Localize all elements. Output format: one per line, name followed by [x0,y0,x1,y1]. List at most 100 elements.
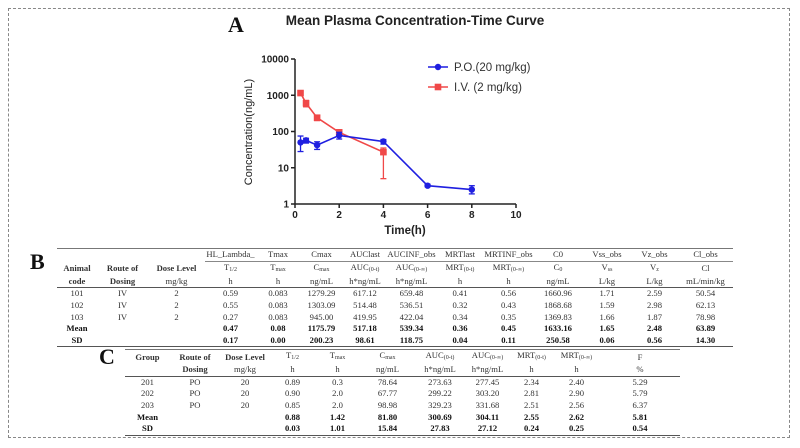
table-cell: 2.48 [646,323,663,334]
header-cell: L/kg [583,275,631,289]
table-row: 203 PO 20 0.85 2.0 98.98 329.23 331.68 2.51 2.56 6… [125,400,680,412]
table-cell: 0.3 [332,376,343,387]
table-cell: 0.56 [631,334,678,348]
table-cell: 20 [240,388,250,399]
data-point [297,139,304,146]
header-cell: MRTINF_obs [484,248,533,262]
table-cell: 102 [70,300,84,311]
header-cell: Dosing [97,275,148,289]
table-cell: 1279.29 [307,288,336,299]
header-cell: AUC(0-t) [343,261,387,276]
header-cell: Route of [170,349,220,364]
header-cell: Dose Level [220,349,270,364]
header-label: T [270,261,276,272]
table-cell: 2.0 [332,400,343,411]
header-cell: mL/min/kg [678,275,733,289]
header-cell: Vss_obs [583,248,631,262]
summary-row: SD 0.17 0.00 200.23 98.61 118.75 0.04 0.11 250.5… [57,334,733,348]
header-subscript: (0-t) [535,355,546,361]
header-subscript: 1/2 [229,266,237,273]
table-cell: 0.083 [268,288,288,299]
header-label: Animal [63,262,91,273]
table-cell: 0.11 [484,334,533,348]
header-row-units: Dosing mg/kg h h ng/mL h*ng/mL h*ng/mL h h% [125,364,680,377]
table-cell: 203 [141,400,154,411]
series-circle [297,131,475,195]
header-cell: MRT(0-t) [436,261,484,276]
panel-label-b: B [30,249,45,274]
table-cell: IV [117,288,128,299]
data-point [468,186,475,193]
table-cell: 0.34 [452,311,468,322]
table-cell: 63.89 [695,323,716,334]
table-cell: 0.47 [222,323,239,334]
header-label: AUC [425,350,444,360]
header-cell: MRT(0-∞) [553,349,600,364]
header-cell: F [600,349,680,364]
header-subscript: max [275,266,286,273]
legend-label: P.O.(20 mg/kg) [454,62,531,74]
header-cell: h [553,364,600,377]
table-cell: Mean [136,411,158,422]
table-row: 103 IV 2 0.27 0.083 945.00 419.95 422.04 0.34 0.3… [57,311,733,323]
table-cell: 5.81 [632,411,648,422]
table-cell: 0.00 [256,334,300,348]
table-cell: 303.20 [475,388,500,399]
table-cell: 659.48 [399,288,424,299]
table-cell: 1.71 [599,288,615,299]
table-cell: 2 [174,311,179,322]
header-cell: C0 [533,261,583,276]
header-subscript: (0-t) [463,266,475,273]
header-subscript: ss [607,266,613,273]
table-cell: 0.35 [500,311,517,322]
table-row: 101 IV 2 0.59 0.083 1279.29 617.12 659.48 0.41 0.… [57,288,733,300]
header-cell: h [315,364,360,377]
table-cell: 0.03 [270,422,315,436]
table-cell: 0.90 [284,388,301,399]
data-point [302,137,310,144]
table-cell: 200.23 [300,334,343,348]
concentration-time-chart: 0 2 4 6 8 10 1 10 100 1000 10000 Time(h) Concentra… [243,55,531,238]
table-cell: 118.75 [387,334,436,348]
table-cell [220,422,270,436]
header-cell: MRTlast [436,248,484,262]
table-cell: 2.59 [646,288,663,299]
header-cell: h [436,275,484,289]
data-point [302,99,310,107]
y-tick-label: 1000 [267,91,290,102]
table-cell: 2.62 [568,411,585,422]
data-point [336,132,343,139]
header-cell: Animal [57,261,97,276]
header-subscript: max [334,355,346,361]
header-row-units: code Dosing mg/kg h h ng/mL h*ng/mL h*ng/mL h h ng… [57,275,733,289]
header-label: V [601,261,608,272]
header-cell: MRT(0-∞) [484,261,533,276]
table-cell: SD [125,422,170,436]
table-cell: 0.89 [284,376,301,387]
legend: P.O.(20 mg/kg) I.V. (2 mg/kg) [428,62,531,94]
header-subscript: (0-t) [443,355,455,361]
header-cell: Tmax [315,349,360,364]
table-cell: 2.55 [523,411,540,422]
table-cell: 0.88 [284,411,301,422]
data-point [380,148,387,156]
header-cell: % [600,364,680,377]
legend-marker [434,83,442,91]
header-cell: AUCINF_obs [387,248,436,262]
figure-frame [8,8,790,438]
table-cell: 514.48 [353,300,377,311]
x-tick-label: 4 [381,210,387,221]
table-cell [97,334,148,348]
table-cell: 1.65 [599,323,615,334]
panel-label-c: C [99,344,115,369]
header-cell: Cmax [360,349,415,364]
header-cell: code [57,275,97,289]
table-cell: 0.41 [452,288,468,299]
table-cell: 1.01 [315,422,360,436]
header-subscript: (0-∞) [578,355,593,361]
data-point [297,89,304,97]
table-cell: 2.40 [568,376,585,387]
table-cell: 0.04 [436,334,484,348]
table-cell: 517.18 [353,323,377,334]
series-marks [297,89,475,195]
